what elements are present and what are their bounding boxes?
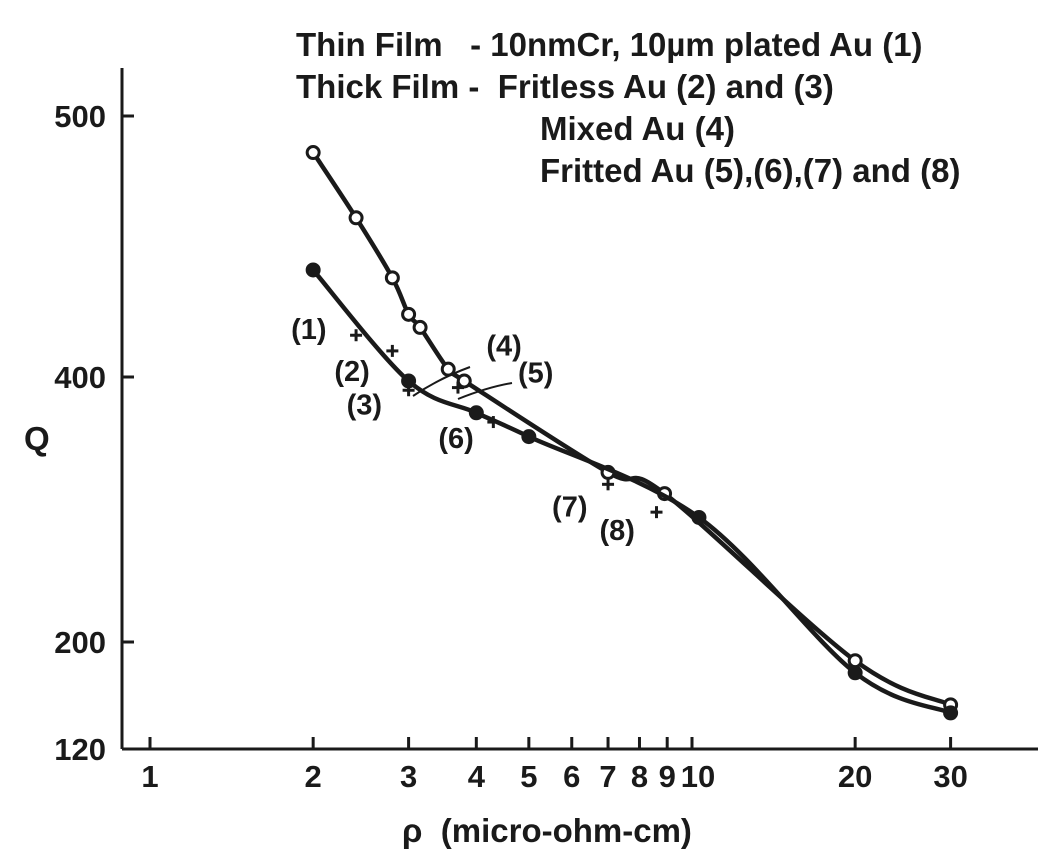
series-1-point-6 (440, 361, 456, 377)
series-1-point-3 (384, 270, 400, 286)
x-tick-label-4: 4 (468, 759, 486, 794)
y-tick-label-400: 400 (54, 360, 106, 395)
series-1-point-1 (305, 145, 321, 161)
point-label-5: (5) (518, 358, 553, 390)
x-tick-label-5: 5 (520, 759, 537, 794)
legend-line-4: Fritted Au (5),(6),(7) and (8) (540, 152, 960, 189)
point-label-7: (7) (552, 491, 587, 523)
leader-line-4 (412, 366, 471, 397)
legend-line-1: Thin Film - 10nmCr, 10µm plated Au (1) (296, 26, 923, 63)
legend-line-3: Mixed Au (4) (540, 110, 735, 147)
series-2-point-7 (943, 705, 959, 721)
series-2-point-4 (521, 429, 537, 445)
point-label-1: (1) (291, 314, 326, 346)
x-ticks: 1 2 3 4 5 6 7 8 9 10 20 30 (141, 737, 968, 794)
x-tick-label-8: 8 (631, 759, 648, 794)
x-tick-label-1: 1 (141, 759, 158, 794)
x-axis-label: ρ (micro-ohm-cm) (402, 812, 692, 849)
x-tick-label-9: 9 (659, 759, 676, 794)
series-2-curve (311, 268, 952, 715)
y-tick-label-120: 120 (54, 732, 106, 767)
x-tick-label-10: 10 (681, 759, 715, 794)
y-tick-label-500: 500 (54, 99, 106, 134)
x-tick-label-2: 2 (305, 759, 322, 794)
point-label-8: (8) (599, 515, 634, 547)
x-tick-label-6: 6 (563, 759, 580, 794)
x-tick-label-30: 30 (933, 759, 967, 794)
leader-lines (412, 366, 513, 400)
point-label-3: (3) (347, 389, 382, 421)
x-tick-label-7: 7 (599, 759, 616, 794)
series-2-point-6 (847, 665, 863, 681)
point-label-2: (2) (334, 356, 369, 388)
y-ticks: 120 200 400 500 (54, 99, 134, 767)
leader-line-5 (457, 382, 513, 400)
series-layer (305, 145, 959, 721)
series-1-point-5 (412, 319, 428, 335)
series-2-point-3 (468, 405, 484, 421)
legend-line-2: Thick Film - Fritless Au (2) and (3) (296, 68, 834, 105)
series-1-curve (311, 151, 952, 707)
labeled-points: (1)(2)(3) (4)(5) (6) (7) (8) (291, 314, 663, 547)
y-tick-label-200: 200 (54, 625, 106, 660)
x-tick-label-3: 3 (400, 759, 417, 794)
series-2-point-1 (305, 262, 321, 278)
x-tick-label-20: 20 (838, 759, 872, 794)
series-1-point-2 (348, 210, 364, 226)
series-1-point-4 (401, 306, 417, 322)
series-1-point-7 (456, 373, 472, 389)
series-2-point-5 (691, 509, 707, 525)
legend: Thin Film - 10nmCr, 10µm plated Au (1) T… (296, 26, 960, 189)
point-label-4: (4) (486, 331, 521, 363)
point-label-6: (6) (438, 423, 473, 455)
y-axis-label: Q (24, 420, 50, 457)
series-1-point-10 (847, 653, 863, 669)
